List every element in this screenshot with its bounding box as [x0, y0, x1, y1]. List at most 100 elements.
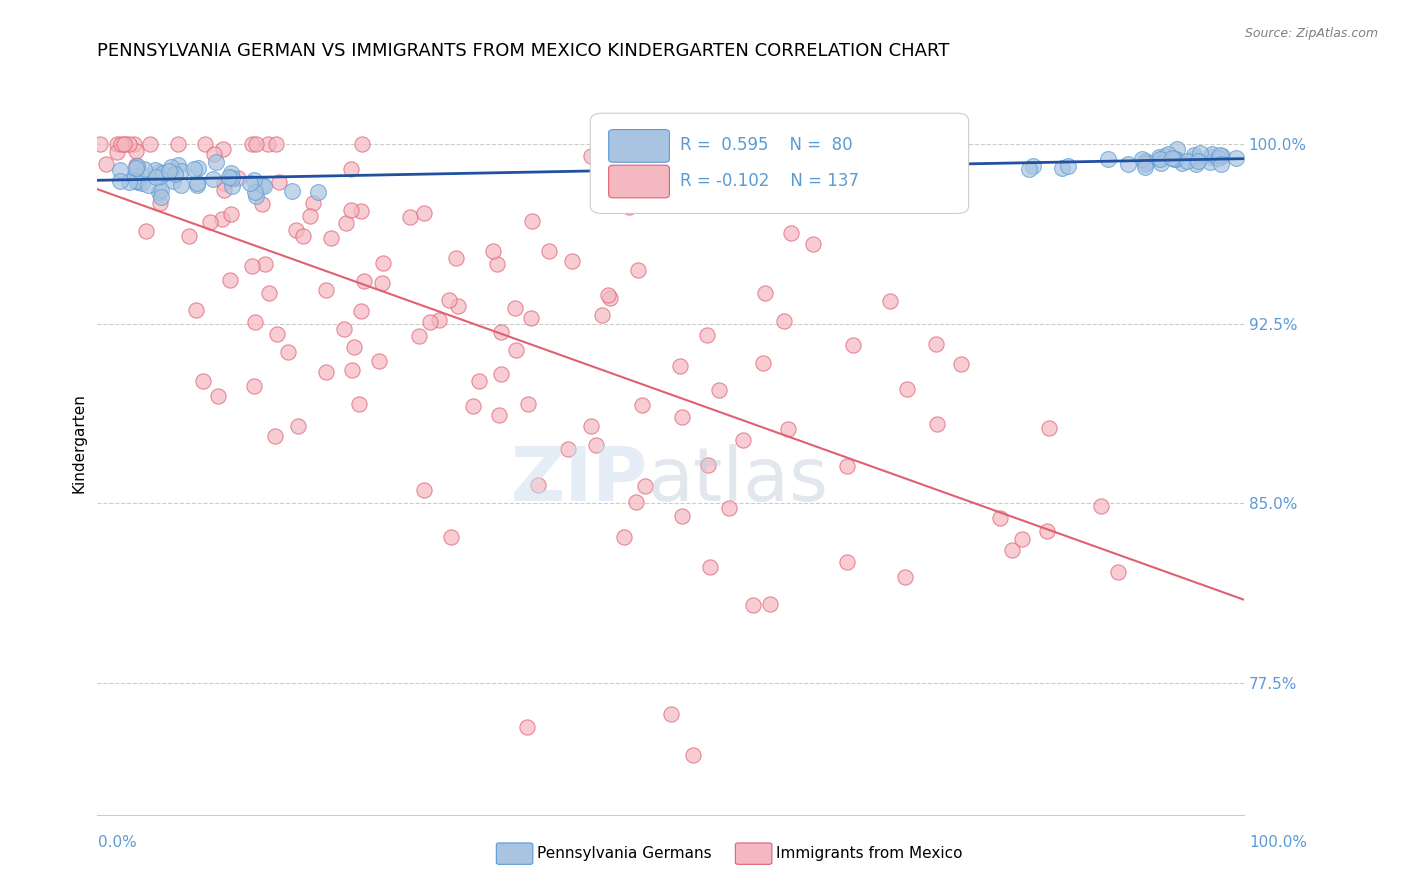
Point: [835, 555, 858, 569]
Point: [412, 206, 434, 220]
Point: [243, 378, 266, 392]
Text: PENNSYLVANIA GERMAN VS IMMIGRANTS FROM MEXICO KINDERGARTEN CORRELATION CHART: PENNSYLVANIA GERMAN VS IMMIGRANTS FROM M…: [97, 42, 949, 60]
Point: [301, 196, 323, 211]
Point: [1022, 160, 1045, 174]
Point: [557, 442, 579, 456]
Point: [1149, 152, 1171, 166]
Point: [752, 357, 775, 371]
Point: [135, 224, 157, 238]
Point: [149, 183, 172, 197]
FancyBboxPatch shape: [609, 165, 669, 198]
Point: [183, 161, 205, 176]
Point: [198, 215, 221, 229]
Point: [253, 257, 276, 271]
Point: [1135, 157, 1157, 171]
Point: [1199, 155, 1222, 169]
Point: [148, 185, 170, 199]
Point: [299, 209, 322, 223]
Point: [1116, 157, 1139, 171]
Point: [239, 176, 262, 190]
Point: [221, 179, 243, 194]
Point: [696, 328, 718, 343]
Point: [152, 166, 174, 180]
Point: [259, 285, 281, 300]
Point: [350, 304, 373, 318]
Point: [1154, 149, 1177, 163]
Point: [191, 374, 214, 388]
Point: [118, 137, 141, 152]
Point: [988, 510, 1011, 524]
Point: [263, 429, 285, 443]
Point: [1035, 524, 1057, 538]
Point: [110, 137, 132, 152]
Point: [112, 137, 135, 152]
Point: [488, 408, 510, 422]
Point: [277, 345, 299, 359]
Point: [167, 137, 190, 152]
Point: [212, 142, 235, 156]
Point: [447, 299, 470, 313]
Point: [527, 478, 550, 492]
Point: [281, 184, 304, 198]
Point: [131, 176, 153, 190]
Point: [256, 137, 278, 152]
Point: [669, 359, 692, 374]
Point: [127, 175, 149, 189]
Point: [350, 137, 373, 152]
Point: [1038, 421, 1060, 435]
Point: [408, 329, 430, 343]
Point: [157, 164, 180, 178]
Point: [148, 165, 170, 179]
Point: [108, 173, 131, 187]
Point: [284, 223, 307, 237]
Point: [212, 177, 235, 191]
Point: [187, 161, 209, 175]
Point: [243, 173, 266, 187]
Point: [201, 172, 224, 186]
Point: [776, 422, 799, 436]
Point: [165, 167, 187, 181]
Point: [219, 273, 242, 287]
FancyBboxPatch shape: [496, 843, 533, 864]
Point: [1184, 157, 1206, 171]
Point: [125, 174, 148, 188]
Point: [170, 178, 193, 193]
Point: [440, 530, 463, 544]
Point: [1107, 565, 1129, 579]
Point: [1133, 153, 1156, 168]
Point: [340, 161, 363, 176]
Point: [879, 294, 901, 309]
Point: [170, 164, 193, 178]
Point: [122, 137, 145, 152]
Point: [149, 169, 172, 183]
Point: [347, 397, 370, 411]
Point: [399, 211, 422, 225]
Text: Pennsylvania Germans: Pennsylvania Germans: [537, 847, 711, 861]
Text: R = -0.102    N = 137: R = -0.102 N = 137: [679, 172, 859, 190]
FancyBboxPatch shape: [609, 129, 669, 162]
Point: [353, 274, 375, 288]
Point: [1166, 142, 1188, 156]
Point: [264, 137, 287, 152]
Point: [427, 313, 450, 327]
Point: [697, 458, 720, 473]
Point: [250, 178, 273, 192]
Point: [368, 354, 391, 368]
Point: [489, 367, 512, 381]
Point: [630, 398, 652, 412]
Point: [585, 438, 607, 452]
Point: [1157, 146, 1180, 161]
Point: [243, 315, 266, 329]
Point: [186, 176, 208, 190]
Point: [139, 137, 162, 152]
Text: 0.0%: 0.0%: [98, 836, 138, 850]
Point: [463, 399, 485, 413]
Point: [371, 276, 394, 290]
Point: [520, 214, 543, 228]
Point: [599, 291, 621, 305]
Point: [1133, 160, 1156, 174]
Point: [194, 137, 217, 152]
Point: [252, 197, 274, 211]
Point: [624, 495, 647, 509]
Point: [634, 478, 657, 492]
